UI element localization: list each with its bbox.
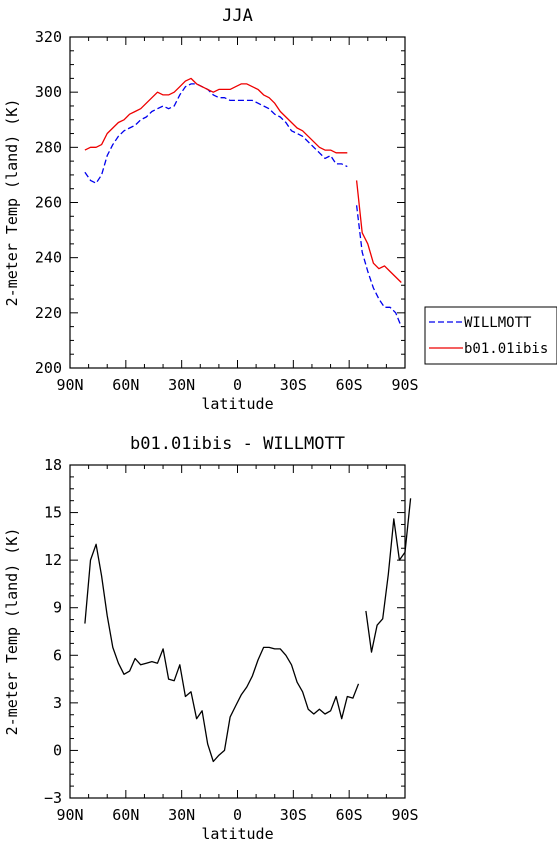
y-tick-label: 15 xyxy=(44,504,62,522)
y-axis-label: 2-meter Temp (land) (K) xyxy=(3,99,21,307)
legend: WILLMOTT b01.01ibis xyxy=(424,306,557,365)
series-line-b01-01ibis-seg-2 xyxy=(355,180,402,283)
x-axis-label: latitude xyxy=(201,825,273,843)
y-tick-label: −3 xyxy=(44,789,62,807)
x-tick-label: 90S xyxy=(391,806,418,824)
y-tick-label: 280 xyxy=(35,138,62,156)
y-tick-label: 3 xyxy=(53,694,62,712)
y-tick-label: 220 xyxy=(35,304,62,322)
x-tick-label: 90N xyxy=(56,376,83,394)
x-tick-label: 30N xyxy=(168,806,195,824)
series-line-willmott-seg-2 xyxy=(355,205,402,327)
x-tick-label: 90N xyxy=(56,806,83,824)
series-line-b01-01ibis-seg-1 xyxy=(84,77,348,154)
x-axis-label: latitude xyxy=(201,395,273,413)
y-tick-label: 320 xyxy=(35,28,62,46)
y-tick-label: 0 xyxy=(53,741,62,759)
chart-title: b01.01ibis - WILLMOTT xyxy=(130,434,345,454)
y-tick-label: 240 xyxy=(35,249,62,267)
x-tick-label: 90S xyxy=(391,376,418,394)
y-tick-label: 300 xyxy=(35,83,62,101)
series-line-diff-1-seg-1 xyxy=(84,543,360,763)
chart-panel-2: 90N 60N 30N 0 30S 60S 90S −3 0 3 6 9 12 15 18 b01.01ibi… xyxy=(3,434,419,843)
y-tick-label: 6 xyxy=(53,646,62,664)
x-tick-label: 30S xyxy=(280,376,307,394)
y-axis-label: 2-meter Temp (land) (K) xyxy=(3,528,21,736)
plot-frame xyxy=(69,36,406,369)
y-tick-label: 260 xyxy=(35,194,62,212)
x-tick-label: 60S xyxy=(336,376,363,394)
series-line-willmott-seg-1 xyxy=(84,83,348,184)
x-tick-label: 0 xyxy=(233,376,242,394)
y-tick-label: 9 xyxy=(53,599,62,617)
y-tick-label: 12 xyxy=(44,551,62,569)
x-tick-label: 60S xyxy=(336,806,363,824)
legend-label-willmott: WILLMOTT xyxy=(464,315,532,331)
y-tick-label: 200 xyxy=(35,359,62,377)
x-tick-label: 30S xyxy=(280,806,307,824)
chart-title: JJA xyxy=(222,6,253,26)
y-tick-label: 18 xyxy=(44,456,62,474)
chart-panel-1: 90N 60N 30N 0 30S 60S 90S 200 220 240 260 280 300 320… xyxy=(3,6,557,413)
plot-frame xyxy=(69,464,406,799)
x-tick-label: 0 xyxy=(233,806,242,824)
legend-box xyxy=(424,306,557,365)
x-tick-label: 60N xyxy=(112,376,139,394)
x-tick-label: 30N xyxy=(168,376,195,394)
series-line-diff-1-seg-2 xyxy=(365,498,412,653)
legend-label-b01-01ibis: b01.01ibis xyxy=(464,341,548,357)
x-tick-label: 60N xyxy=(112,806,139,824)
